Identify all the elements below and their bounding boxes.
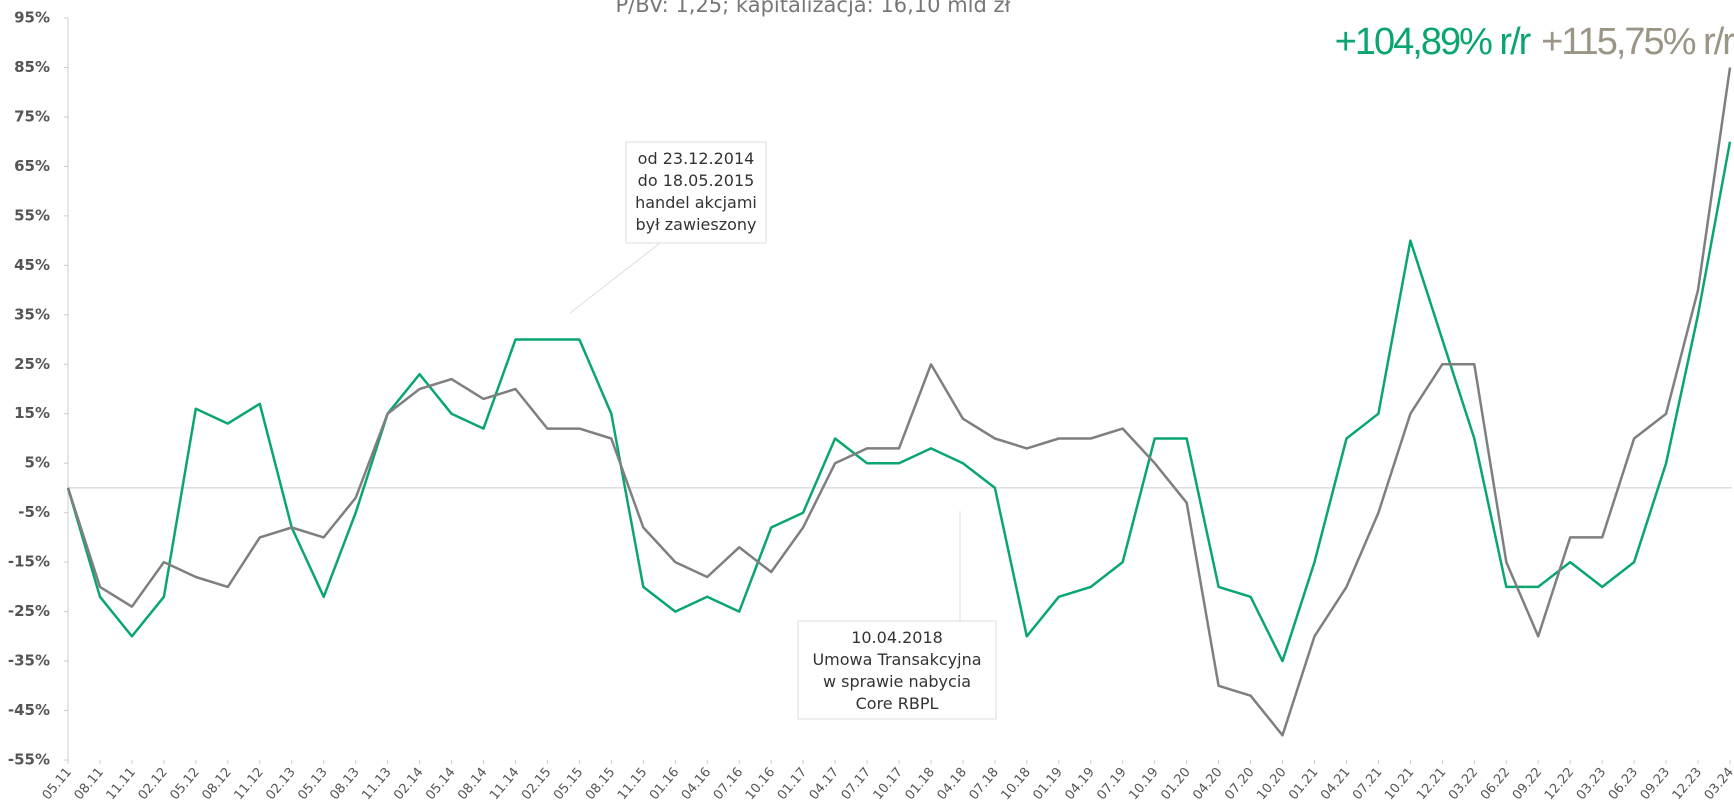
annotation-box	[625, 141, 767, 244]
x-tick-label: 07.17	[839, 765, 874, 803]
y-tick-label: -55%	[8, 751, 50, 769]
y-tick-label: -15%	[8, 553, 50, 571]
subtitle: P/BV: 1,25; kapitalizacja: 16,10 mld zł	[616, 0, 1011, 17]
x-tick-label: 09.23	[1638, 765, 1673, 803]
annotation-box	[797, 620, 997, 720]
annotation-text: w sprawie nabycia	[823, 672, 971, 691]
x-tick-label: 03.22	[1446, 765, 1481, 803]
x-tick-label: 05.12	[167, 765, 202, 803]
annotation-text: Core RBPL	[856, 694, 939, 713]
y-tick-label: 55%	[14, 206, 50, 224]
highlight: +115,75% r/r	[1541, 21, 1734, 63]
x-tick-label: 03.23	[1574, 765, 1609, 803]
y-tick-label: 35%	[14, 305, 50, 323]
x-tick-label: 04.16	[679, 765, 714, 803]
x-tick-label: 01.17	[775, 765, 810, 803]
x-tick-label: 08.12	[199, 765, 234, 803]
x-tick-label: 05.11	[40, 765, 75, 803]
y-tick-label: 15%	[14, 404, 50, 422]
series-line	[66, 67, 1732, 737]
y-tick-label: 65%	[14, 157, 50, 175]
y-tick-label: 75%	[14, 107, 50, 125]
x-tick-label: 08.13	[327, 765, 362, 803]
x-tick-label: 09.22	[1510, 765, 1545, 803]
annotation-text: od 23.12.2014	[638, 149, 755, 168]
x-tick-label: 01.18	[903, 765, 938, 803]
y-tick-label: 85%	[14, 58, 50, 76]
x-tick-label: 04.19	[1062, 765, 1097, 803]
x-tick-label: 07.18	[967, 765, 1002, 803]
x-tick-label: 11.12	[231, 765, 266, 803]
x-tick-label: 01.21	[1286, 765, 1321, 803]
y-tick-label: 45%	[14, 256, 50, 274]
x-tick-label: 02.15	[519, 765, 554, 803]
y-tick-label: -25%	[8, 602, 50, 620]
x-tick-label: 06.23	[1606, 765, 1641, 803]
x-tick-label: 07.19	[1094, 765, 1129, 803]
x-tick-label: 08.11	[72, 765, 107, 803]
x-tick-label: 05.13	[295, 765, 330, 803]
x-tick-label: 12.22	[1542, 765, 1577, 803]
x-tick-label: 07.20	[1222, 765, 1257, 803]
x-tick-label: 01.16	[647, 765, 682, 803]
leader-line	[569, 242, 661, 314]
x-tick-label: 10.18	[998, 765, 1033, 803]
y-tick-label: 95%	[14, 9, 50, 27]
x-tick-label: 02.12	[136, 765, 171, 803]
x-tick-label: 01.19	[1030, 765, 1065, 803]
x-tick-label: 03.24	[1702, 765, 1734, 803]
x-tick-label: 01.20	[1158, 765, 1193, 803]
x-tick-label: 12.21	[1414, 765, 1449, 803]
x-tick-label: 07.16	[711, 765, 746, 803]
x-tick-label: 08.15	[583, 765, 618, 803]
x-tick-label: 04.20	[1190, 765, 1225, 803]
annotation-text: handel akcjami	[635, 193, 757, 212]
x-tick-label: 10.16	[743, 765, 778, 803]
x-tick-label: 05.15	[551, 765, 586, 803]
x-tick-label: 10.17	[871, 765, 906, 803]
annotation-text: 10.04.2018	[851, 628, 943, 647]
series-line	[66, 141, 1732, 663]
y-tick-label: 5%	[25, 454, 50, 472]
x-tick-label: 04.18	[935, 765, 970, 803]
y-tick-label: -5%	[18, 503, 50, 521]
x-tick-label: 10.20	[1254, 765, 1289, 803]
x-tick-label: 11.14	[487, 765, 522, 803]
x-tick-label: 02.13	[263, 765, 298, 803]
y-tick-label: -35%	[8, 652, 50, 670]
x-tick-label: 10.19	[1126, 765, 1161, 803]
annotation-text: Umowa Transakcyjna	[812, 650, 981, 669]
annotation-text: był zawieszony	[636, 215, 757, 234]
x-tick-label: 11.13	[359, 765, 394, 803]
x-tick-label: 11.11	[104, 765, 139, 803]
annotation-text: do 18.05.2015	[638, 171, 755, 190]
x-tick-label: 10.21	[1382, 765, 1417, 803]
y-tick-label: 25%	[14, 355, 50, 373]
x-tick-label: 06.22	[1478, 765, 1513, 803]
x-tick-label: 02.14	[391, 765, 426, 803]
x-tick-label: 07.21	[1350, 765, 1385, 803]
x-tick-label: 04.17	[807, 765, 842, 803]
y-tick-label: -45%	[8, 701, 50, 719]
x-tick-label: 05.14	[423, 765, 458, 803]
x-tick-label: 08.14	[455, 765, 490, 803]
x-tick-label: 04.21	[1318, 765, 1353, 803]
x-tick-label: 11.15	[615, 765, 650, 803]
x-tick-label: 12.23	[1670, 765, 1705, 803]
highlight: +104,89% r/r	[1335, 21, 1532, 63]
